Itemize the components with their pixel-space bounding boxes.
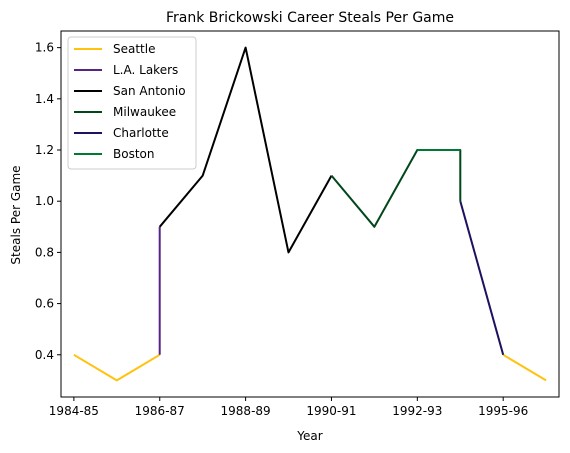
legend-label: Seattle	[113, 42, 155, 56]
x-tick-label: 1984-85	[49, 404, 99, 418]
legend-label: Charlotte	[113, 126, 169, 140]
legend-label: Boston	[113, 147, 154, 161]
x-tick-label: 1990-91	[306, 404, 356, 418]
y-tick-label: 0.6	[35, 297, 54, 311]
plot-area	[73, 46, 547, 382]
y-tick-label: 0.8	[35, 245, 54, 259]
y-tick-label: 1.2	[35, 143, 54, 157]
y-tick-label: 1.4	[35, 92, 54, 106]
x-tick-label: 1988-89	[221, 404, 271, 418]
y-tick-label: 1.0	[35, 194, 54, 208]
series-line-4-0	[459, 200, 505, 356]
series-line-0-0	[73, 353, 161, 382]
axes: 1984-85 1986-87 1988-89 1990-91 1992-93 1995-…	[35, 41, 528, 418]
legend: Seattle L.A. Lakers San Antonio Milwaukee Ch…	[67, 36, 197, 170]
x-tick-label: 1995-96	[478, 404, 528, 418]
series-line-3-0	[330, 149, 462, 228]
y-tick-label: 1.6	[35, 41, 54, 55]
series-line-2-0	[158, 46, 333, 254]
plot-frame	[60, 30, 560, 398]
legend-label: San Antonio	[113, 84, 186, 98]
x-tick-label: 1992-93	[392, 404, 442, 418]
series-line-0-1	[502, 353, 547, 382]
y-axis-label: Steals Per Game	[9, 165, 23, 264]
legend-label: Milwaukee	[113, 105, 176, 119]
chart-title: Frank Brickowski Career Steals Per Game	[166, 10, 454, 26]
legend-label: L.A. Lakers	[113, 63, 178, 77]
x-axis-label: Year	[296, 429, 322, 443]
x-tick-label: 1986-87	[135, 404, 185, 418]
y-tick-label: 0.4	[35, 348, 54, 362]
